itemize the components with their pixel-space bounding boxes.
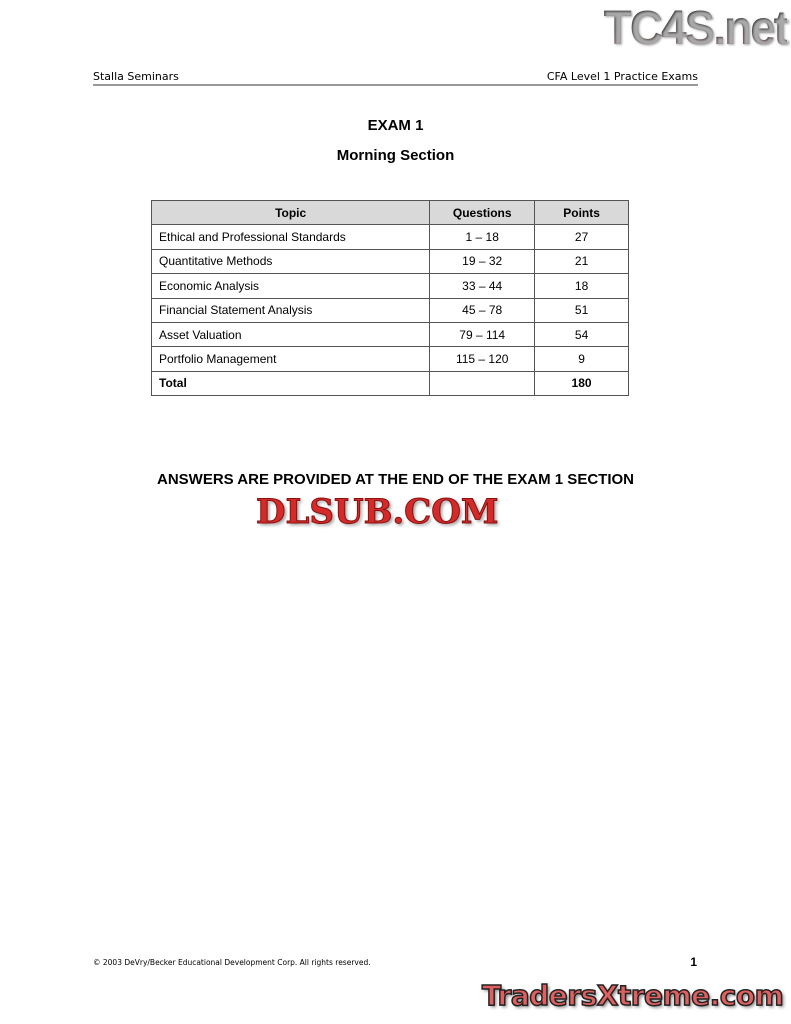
column-header-topic: Topic [150,199,431,226]
points-cell: 27 [534,224,629,250]
topic-cell: Ethical and Professional Standards [150,224,431,250]
page-number: 1 [690,955,697,969]
header-right: CFA Level 1 Practice Exams [546,70,698,83]
total-questions [429,370,536,397]
questions-cell: 79 – 114 [429,321,536,348]
points-cell: 21 [534,248,629,275]
questions-cell: 1 – 18 [429,224,536,250]
table-row: Asset Valuation 79 – 114 54 [150,321,629,348]
points-cell: 54 [534,321,629,348]
questions-cell: 19 – 32 [429,248,536,275]
topic-cell: Portfolio Management [150,346,431,372]
section-title: Morning Section [336,147,455,164]
column-header-points: Points [534,199,629,226]
total-label: Total [150,370,431,397]
points-cell: 9 [534,346,629,372]
answers-note: ANSWERS ARE PROVIDED AT THE END OF THE E… [157,471,634,488]
table-header-row: Topic Questions Points [150,199,629,226]
exam-title: EXAM 1 [367,117,424,134]
topic-cell: Quantitative Methods [150,248,431,275]
table-row: Quantitative Methods 19 – 32 21 [150,248,629,275]
watermark-dlsub: DLSUB.COM [255,492,499,533]
questions-cell: 115 – 120 [429,346,536,372]
header-left: Stalla Seminars [93,70,179,83]
table-total-row: Total 180 [150,370,629,397]
table-row: Financial Statement Analysis 45 – 78 51 [150,297,629,323]
copyright-notice: © 2003 DeVry/Becker Educational Developm… [93,958,371,967]
topic-cell: Financial Statement Analysis [150,297,431,323]
table-row: Portfolio Management 115 – 120 9 [150,346,629,372]
topic-cell: Asset Valuation [150,321,431,348]
watermark-tc4s: TC4S.net [603,0,789,55]
points-cell: 18 [534,273,629,299]
questions-cell: 33 – 44 [429,273,536,299]
questions-cell: 45 – 78 [429,297,536,323]
table-row: Ethical and Professional Standards 1 – 18… [150,224,629,250]
watermark-tradersxtreme: TradersXtreme.com [481,978,784,1013]
header-rule [93,84,698,86]
topic-cell: Economic Analysis [150,273,431,299]
points-cell: 51 [534,297,629,323]
table-row: Economic Analysis 33 – 44 18 [150,273,629,299]
column-header-questions: Questions [429,199,536,226]
topic-table: Topic Questions Points Ethical and Profe… [150,199,629,397]
total-points: 180 [534,370,629,397]
